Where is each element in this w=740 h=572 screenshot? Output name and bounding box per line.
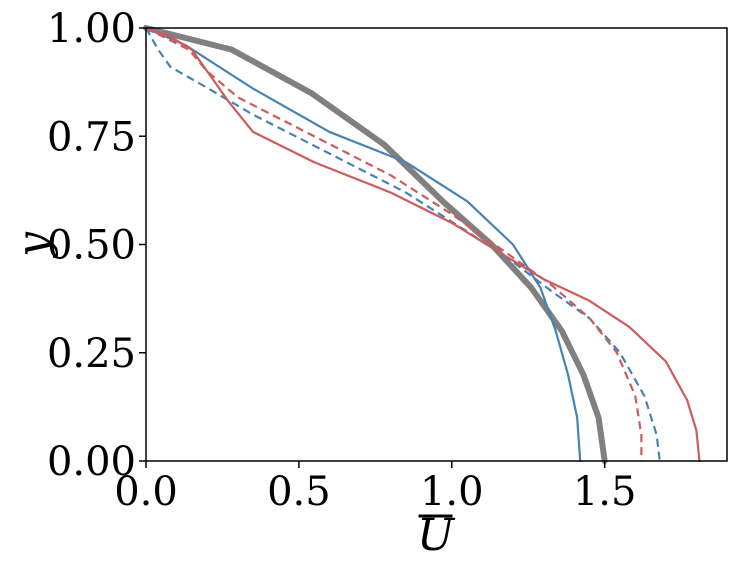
series-line-2 <box>144 26 582 463</box>
x-axis-label-group: U <box>417 510 456 561</box>
x-tick-label: 1.5 <box>573 469 637 515</box>
y-tick-label: 0.00 <box>47 439 136 485</box>
curves-layer <box>143 25 701 464</box>
x-axis-label: U <box>417 510 456 561</box>
x-tick-label: 0.5 <box>267 469 331 515</box>
x-tick-label: 0.0 <box>114 469 178 515</box>
y-tick-label: 1.00 <box>47 6 136 52</box>
series-line-3 <box>145 27 661 462</box>
y-tick-label: 0.75 <box>47 114 136 160</box>
x-axis-ticks: 0.0 0.5 1.0 1.5 <box>114 461 636 515</box>
y-tick-label: 0.25 <box>47 331 136 377</box>
x-tick-label: 1.0 <box>420 469 484 515</box>
y-axis-ticks: 0.00 0.25 0.50 0.75 1.00 <box>47 6 146 485</box>
y-axis-label: y <box>8 231 59 259</box>
series-line-4 <box>145 27 643 461</box>
series-line-1 <box>143 25 608 464</box>
series-line-5 <box>144 26 701 463</box>
y-tick-label: 0.50 <box>47 223 136 269</box>
